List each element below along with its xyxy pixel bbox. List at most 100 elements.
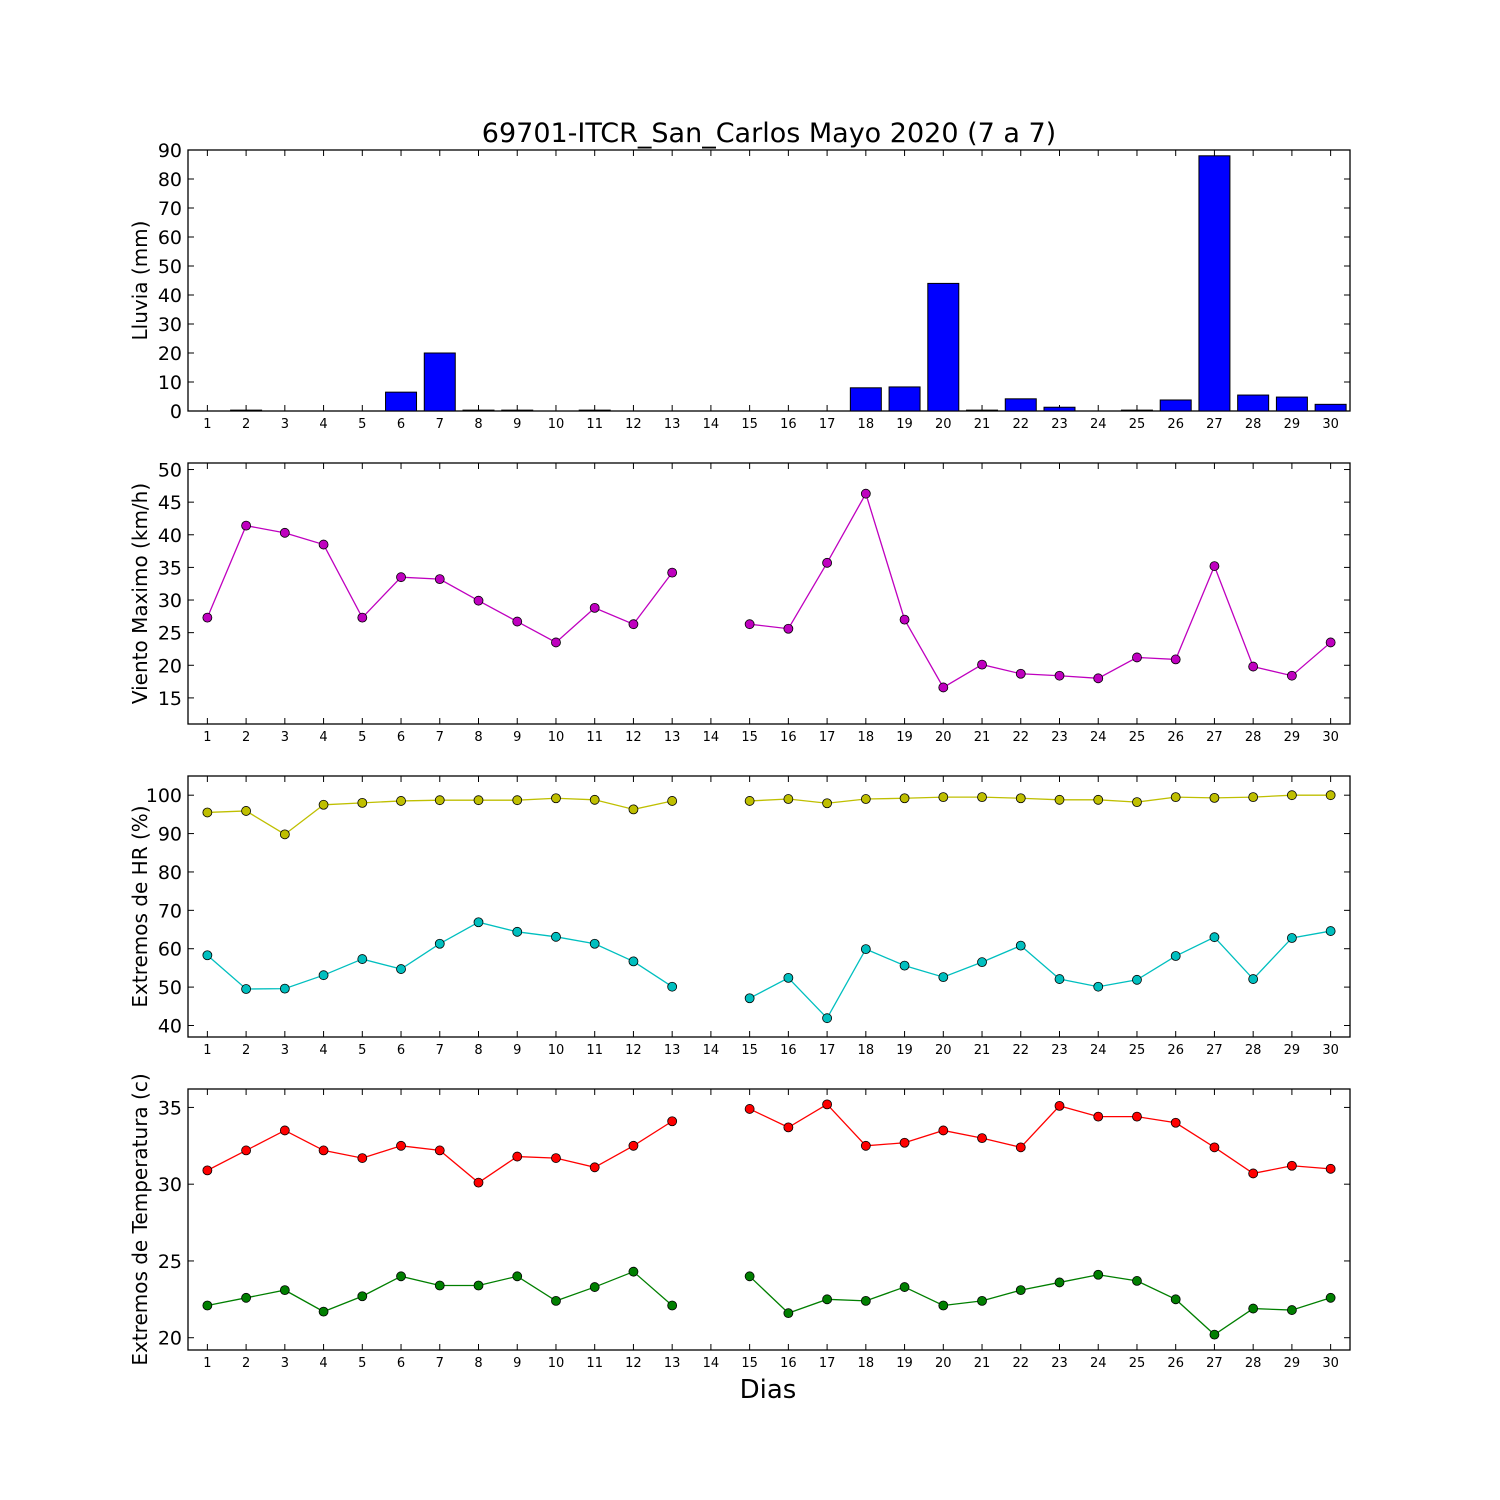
y-tick-label: 15 <box>158 688 182 710</box>
y-tick-label: 50 <box>158 256 182 278</box>
bar <box>1004 398 1037 412</box>
x-tick-label: 21 <box>974 1356 991 1371</box>
data-point <box>589 794 600 805</box>
data-point <box>357 954 368 964</box>
data-point <box>1132 974 1142 985</box>
data-point <box>1248 974 1259 984</box>
data-point <box>202 807 213 818</box>
bar <box>501 409 534 412</box>
y-tick-label: 30 <box>158 314 182 336</box>
data-point <box>512 926 523 937</box>
x-tick-label: 7 <box>436 730 444 745</box>
x-tick-label: 17 <box>819 1043 836 1058</box>
x-tick-label: 13 <box>664 1356 681 1371</box>
x-tick-label: 4 <box>319 1356 327 1371</box>
data-point <box>318 799 329 810</box>
x-tick-label: 8 <box>474 730 482 745</box>
y-axis-label-temp: Extremos de Temperatura (c) <box>128 1073 152 1365</box>
bar <box>462 409 495 412</box>
x-tick-label: 10 <box>548 1043 565 1058</box>
x-tick-label: 20 <box>935 417 952 432</box>
data-point <box>822 798 832 809</box>
x-tick-label: 25 <box>1129 1043 1146 1058</box>
data-point <box>628 1140 639 1151</box>
x-tick-label: 24 <box>1090 417 1107 432</box>
bar <box>1159 399 1192 412</box>
x-tick-label: 15 <box>741 417 758 432</box>
y-tick-label: 25 <box>158 623 182 645</box>
y-tick-label: 35 <box>158 1097 182 1119</box>
data-point <box>1209 1329 1220 1340</box>
data-point <box>202 950 213 961</box>
data-point <box>783 1122 794 1133</box>
x-tick-label: 16 <box>780 417 797 432</box>
x-tick-label: 5 <box>358 1043 366 1058</box>
x-tick-label: 7 <box>436 1043 444 1058</box>
x-tick-label: 6 <box>397 730 405 745</box>
data-point <box>783 623 794 634</box>
y-tick-label: 35 <box>158 557 182 579</box>
bar <box>1314 403 1347 412</box>
data-point <box>318 539 329 550</box>
x-tick-label: 12 <box>625 1043 642 1058</box>
y-tick-label: 40 <box>158 525 182 547</box>
data-point <box>860 1295 871 1306</box>
data-point <box>279 829 290 840</box>
x-tick-label: 3 <box>281 1356 289 1371</box>
x-tick-label: 27 <box>1206 1043 1223 1058</box>
x-tick-label: 13 <box>664 417 681 432</box>
data-point <box>899 960 910 971</box>
x-tick-label: 30 <box>1322 1043 1339 1058</box>
y-tick-label: 0 <box>170 401 182 423</box>
y-axis-label-hr: Extremos de HR (%) <box>128 805 152 1007</box>
data-point <box>396 964 406 974</box>
data-point <box>279 527 290 538</box>
data-point <box>396 1140 406 1151</box>
x-tick-label: 5 <box>358 417 366 432</box>
data-point <box>1093 1111 1104 1122</box>
x-tick-label: 18 <box>858 730 875 745</box>
data-point <box>1170 1117 1181 1128</box>
data-point <box>1132 1276 1142 1286</box>
x-tick-label: 23 <box>1051 1043 1068 1058</box>
data-point <box>899 1137 910 1148</box>
data-point <box>938 682 949 693</box>
x-tick-label: 19 <box>896 417 913 432</box>
data-point <box>667 981 678 992</box>
data-point <box>822 557 832 568</box>
data-point <box>202 1165 213 1176</box>
x-tick-label: 6 <box>397 1043 405 1058</box>
x-tick-label: 8 <box>474 417 482 432</box>
x-tick-label: 23 <box>1051 417 1068 432</box>
x-tick-label: 22 <box>1012 1356 1029 1371</box>
data-point <box>241 520 252 531</box>
data-point <box>744 993 755 1004</box>
y-tick-label: 10 <box>158 372 182 394</box>
x-tick-label: 13 <box>664 730 681 745</box>
data-point <box>1287 1160 1297 1171</box>
x-tick-label: 14 <box>703 1356 720 1371</box>
bar <box>1120 409 1153 412</box>
x-tick-label: 25 <box>1129 417 1146 432</box>
bar <box>1198 155 1231 412</box>
data-point <box>318 970 329 981</box>
data-point <box>551 793 561 804</box>
bar <box>927 282 960 412</box>
data-point <box>357 1291 368 1302</box>
x-tick-label: 23 <box>1051 1356 1068 1371</box>
x-tick-label: 30 <box>1322 1356 1339 1371</box>
data-point <box>589 1282 600 1292</box>
data-point <box>1209 792 1220 803</box>
y-tick-label: 30 <box>158 590 182 612</box>
data-point <box>628 956 639 967</box>
x-axis-label: Dias <box>740 1375 797 1405</box>
x-tick-label: 24 <box>1090 1356 1107 1371</box>
bar <box>849 387 882 412</box>
data-point <box>1015 1285 1026 1296</box>
y-tick-label: 40 <box>158 285 182 307</box>
x-tick-label: 19 <box>896 1356 913 1371</box>
y-tick-label: 40 <box>158 1015 182 1037</box>
data-point <box>473 1280 484 1291</box>
